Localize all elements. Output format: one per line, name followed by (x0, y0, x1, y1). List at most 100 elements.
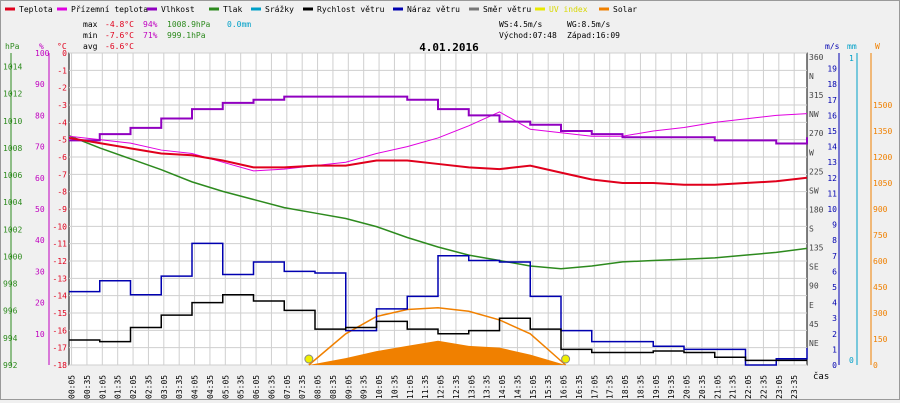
w-axis-unit: W (875, 42, 880, 51)
pct-tick-label: 80 (35, 111, 45, 120)
temp-tick-label: -5 (57, 136, 67, 145)
x-tick-label: 10:05 (375, 375, 384, 399)
temp-tick-label: -4 (57, 118, 67, 127)
x-tick-label: 17:35 (606, 375, 615, 399)
temp-tick-label: -10 (53, 222, 68, 231)
legend-label: Vlhkost (161, 5, 195, 14)
x-tick-label: 03:35 (175, 375, 184, 399)
direction-tick-label: 45 (809, 320, 819, 329)
x-tick-label: 12:05 (437, 375, 446, 399)
x-tick-label: 11:35 (421, 375, 430, 399)
x-tick-label: 13:05 (467, 375, 476, 399)
hpa-tick-label: 996 (3, 307, 18, 316)
hpa-tick-label: 994 (3, 334, 18, 343)
temp-tick-label: -18 (53, 361, 68, 370)
direction-tick-label: SE (809, 263, 819, 272)
direction-tick-label: W (809, 148, 814, 157)
stats-avg-temp: -6.6°C (105, 42, 134, 51)
w-tick-label: 1350 (873, 127, 892, 136)
sunset-marker (561, 354, 571, 364)
w-tick-label: 600 (873, 257, 888, 266)
stats-min-label: min (83, 31, 98, 40)
x-tick-label: 11:05 (406, 375, 415, 399)
ms-tick-label: 1 (832, 345, 837, 354)
direction-tick-label: 90 (809, 282, 819, 291)
x-tick-label: 01:05 (98, 375, 107, 399)
x-tick-label: 08:35 (329, 375, 338, 399)
x-tick-label: 18:05 (621, 375, 630, 399)
x-tick-label: 07:35 (298, 375, 307, 399)
stats-max-temp: -4.8°C (105, 20, 134, 29)
x-tick-label: 05:35 (237, 375, 246, 399)
ms-tick-label: 2 (832, 330, 837, 339)
temp-tick-label: -14 (53, 292, 68, 301)
x-tick-label: 08:05 (314, 375, 323, 399)
x-tick-label: 19:05 (652, 375, 661, 399)
x-tick-label: 10:35 (390, 375, 399, 399)
x-tick-label: 07:05 (283, 375, 292, 399)
temp-tick-label: -1 (57, 66, 67, 75)
series-wind-gust-line (69, 242, 808, 366)
direction-tick-label: 270 (809, 129, 824, 138)
ms-tick-label: 5 (832, 283, 837, 292)
ms-tick-label: 15 (827, 127, 837, 136)
x-tick-label: 04:05 (191, 375, 200, 399)
ms-tick-label: 11 (827, 189, 837, 198)
x-tick-label: 16:35 (575, 375, 584, 399)
ms-tick-label: 18 (827, 80, 837, 89)
x-tick-label: 21:35 (729, 375, 738, 399)
direction-tick-label: NW (809, 110, 819, 119)
x-tick-label: 01:35 (114, 375, 123, 399)
direction-tick-label: 315 (809, 91, 824, 100)
legend-label: Náraz větru (407, 5, 460, 14)
x-tick-label: 22:35 (759, 375, 768, 399)
temp-tick-label: -7 (57, 170, 67, 179)
direction-tick-label: S (809, 225, 814, 234)
series-wind-speed-line (69, 294, 807, 362)
x-tick-label: 15:05 (529, 375, 538, 399)
legend-label: Srážky (265, 5, 294, 14)
legend-label: Solar (613, 5, 637, 14)
x-tick-label: 14:05 (498, 375, 507, 399)
stats-max-press: 1008.9hPa (167, 20, 211, 29)
x-tick-label: 18:35 (636, 375, 645, 399)
hpa-tick-label: 1008 (3, 144, 22, 153)
legend-label: Rychlost větru (317, 5, 385, 14)
stats-max-label: max (83, 20, 98, 29)
x-tick-label: 19:35 (667, 375, 676, 399)
ms-tick-label: 3 (832, 314, 837, 323)
x-tick-label: 17:05 (590, 375, 599, 399)
series-temperature-line (68, 136, 808, 186)
series-pressure-line (68, 135, 808, 270)
x-tick-label: 15:35 (544, 375, 553, 399)
temp-axis-unit: °C (57, 42, 67, 51)
x-tick-label: 20:05 (683, 375, 692, 399)
temp-tick-label: -9 (57, 205, 67, 214)
x-tick-label: 03:05 (160, 375, 169, 399)
temp-tick-label: -17 (53, 344, 68, 353)
x-tick-label: 20:35 (698, 375, 707, 399)
temp-tick-label: 0 (62, 49, 67, 58)
w-tick-label: 1200 (873, 153, 892, 162)
x-tick-label: 21:05 (713, 375, 722, 399)
w-tick-label: 750 (873, 231, 888, 240)
ms-tick-label: 17 (827, 96, 837, 105)
direction-tick-label: NE (809, 339, 819, 348)
pct-tick-label: 60 (35, 174, 45, 183)
w-tick-label: 150 (873, 335, 888, 344)
ms-tick-label: 9 (832, 221, 837, 230)
ms-axis-unit: m/s (825, 42, 840, 51)
direction-tick-label: SW (809, 186, 819, 195)
series-humidity-line (69, 95, 808, 145)
x-tick-label: 06:05 (252, 375, 261, 399)
x-tick-label: 09:35 (360, 375, 369, 399)
hpa-axis-unit: hPa (5, 42, 20, 51)
series-ground-temperature-line (68, 111, 808, 172)
legend-label: Teplota (19, 5, 53, 14)
mm-tick-label: 0 (849, 356, 854, 365)
stats-max-hum: 94% (143, 20, 158, 29)
mm-axis-unit: mm (847, 42, 857, 51)
chart-title: 4.01.2016 (419, 41, 479, 54)
x-axis-label: čas (813, 371, 829, 382)
legend-label: Směr větru (483, 5, 531, 14)
